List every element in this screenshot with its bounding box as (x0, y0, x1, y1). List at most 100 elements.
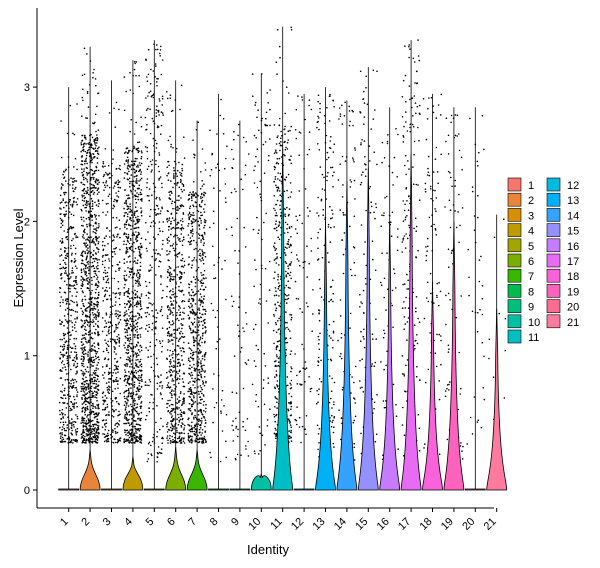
data-point (85, 409, 87, 412)
data-point (187, 382, 190, 385)
data-point (116, 338, 119, 341)
data-point (137, 279, 139, 281)
data-point (199, 252, 201, 255)
data-point (124, 335, 127, 338)
data-point (193, 341, 196, 343)
data-point (155, 147, 158, 149)
data-point (199, 390, 202, 393)
data-point (180, 233, 183, 235)
data-point (119, 413, 121, 416)
data-point (81, 189, 84, 192)
data-point (173, 432, 175, 435)
data-point (146, 306, 148, 309)
data-point (191, 377, 193, 380)
data-point (190, 231, 192, 234)
data-point (72, 359, 75, 362)
data-point (136, 328, 138, 331)
data-point (118, 342, 121, 344)
data-point (130, 435, 133, 438)
data-point (197, 290, 200, 292)
data-point (98, 380, 100, 383)
data-point (180, 432, 183, 434)
data-point (145, 129, 147, 131)
data-point (123, 364, 126, 366)
data-point (76, 236, 79, 238)
data-point (139, 418, 141, 420)
data-point (183, 260, 186, 263)
data-point (213, 406, 216, 409)
data-point (148, 407, 150, 410)
data-point (59, 432, 61, 435)
data-point (92, 231, 94, 233)
data-point (91, 337, 94, 340)
data-point (178, 361, 180, 364)
data-point (276, 256, 279, 258)
data-point (126, 396, 128, 398)
data-point (129, 130, 131, 133)
data-point (273, 168, 276, 171)
data-point (83, 228, 86, 231)
data-point (95, 367, 98, 369)
data-point (183, 427, 185, 429)
data-point (74, 327, 76, 329)
data-point (203, 371, 206, 373)
data-point (115, 301, 117, 303)
data-point (74, 420, 76, 423)
data-point (81, 396, 83, 399)
data-point (64, 319, 67, 321)
data-point (126, 215, 129, 218)
data-point (129, 342, 131, 345)
data-point (134, 223, 136, 226)
data-point (201, 335, 204, 337)
data-point (203, 353, 206, 356)
data-point (103, 371, 106, 374)
data-point (192, 212, 195, 214)
data-point (149, 225, 152, 227)
data-point (90, 347, 93, 350)
data-point (150, 95, 153, 98)
data-point (68, 441, 71, 444)
data-point (125, 351, 127, 354)
data-point (177, 382, 180, 385)
data-point (173, 390, 175, 392)
data-point (151, 304, 153, 306)
data-point (82, 402, 85, 404)
data-point (126, 402, 128, 404)
data-point (192, 233, 194, 235)
data-point (155, 320, 158, 323)
data-point (169, 312, 172, 314)
data-point (128, 414, 131, 416)
data-point (203, 415, 205, 418)
data-point (162, 243, 164, 246)
data-point (70, 247, 72, 250)
data-point (194, 314, 196, 316)
data-point (265, 111, 268, 114)
data-point (91, 430, 93, 433)
data-point (62, 416, 64, 418)
data-point (166, 221, 169, 223)
data-point (97, 425, 100, 427)
data-point (179, 418, 182, 421)
data-point (193, 369, 196, 372)
data-point (200, 438, 202, 440)
data-point (147, 73, 150, 76)
data-point (64, 379, 67, 381)
data-point (202, 208, 205, 210)
data-point (213, 264, 215, 266)
data-point (224, 183, 227, 185)
data-point (92, 319, 94, 321)
data-point (76, 415, 79, 418)
data-point (198, 410, 200, 412)
data-point (160, 45, 162, 48)
data-point (61, 432, 63, 434)
data-point (71, 252, 73, 255)
data-point (141, 200, 143, 202)
data-point (80, 437, 83, 439)
data-point (157, 233, 160, 236)
data-point (171, 441, 173, 443)
data-point (102, 403, 105, 405)
data-point (233, 355, 236, 357)
data-point (139, 407, 142, 410)
data-point (154, 238, 157, 240)
data-point (91, 307, 94, 310)
